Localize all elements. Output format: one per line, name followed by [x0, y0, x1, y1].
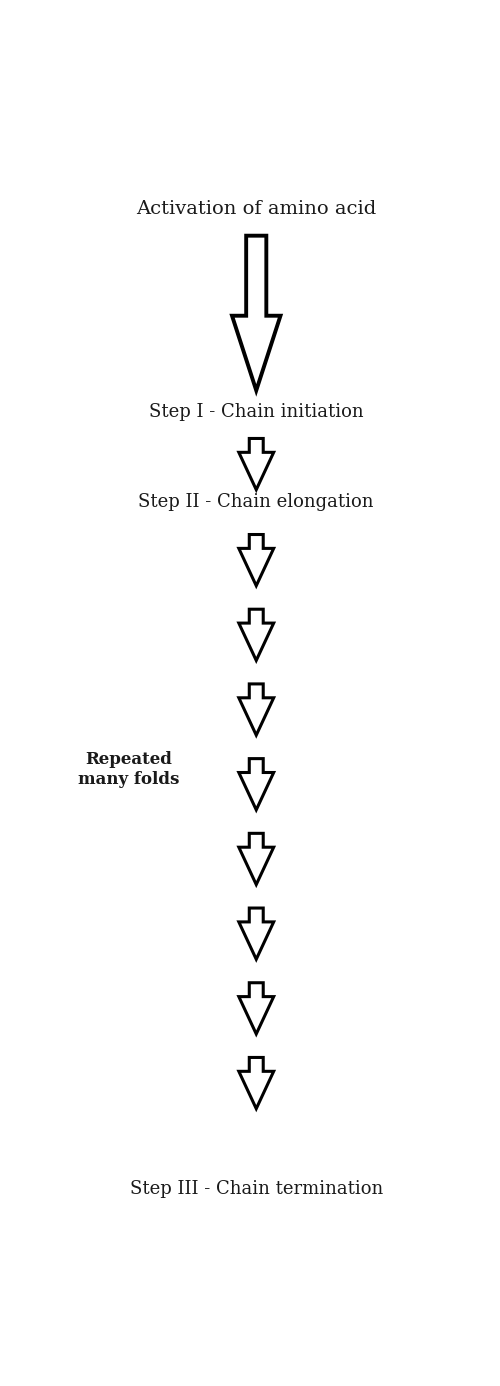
Polygon shape — [239, 983, 274, 1034]
Polygon shape — [239, 1058, 274, 1109]
Text: Repeated
many folds: Repeated many folds — [78, 751, 179, 787]
Text: Step I - Chain initiation: Step I - Chain initiation — [149, 403, 364, 421]
Polygon shape — [239, 610, 274, 661]
Polygon shape — [239, 683, 274, 735]
Text: Step II - Chain elongation: Step II - Chain elongation — [138, 493, 374, 511]
Text: Step III - Chain termination: Step III - Chain termination — [130, 1179, 383, 1198]
Polygon shape — [232, 236, 280, 391]
Polygon shape — [239, 438, 274, 489]
Text: Activation of amino acid: Activation of amino acid — [136, 200, 376, 218]
Polygon shape — [239, 833, 274, 884]
Polygon shape — [239, 908, 274, 959]
Polygon shape — [239, 535, 274, 586]
Polygon shape — [239, 758, 274, 809]
